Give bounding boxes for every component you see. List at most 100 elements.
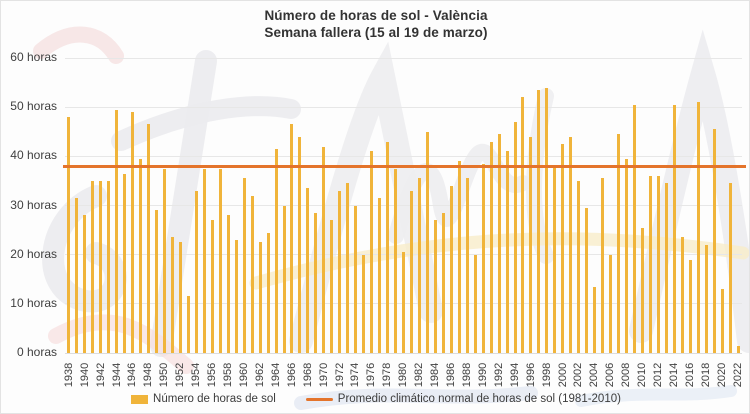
bar-1943 <box>107 180 111 353</box>
gridline <box>65 155 742 157</box>
bar-1938 <box>67 117 71 353</box>
bar-1973 <box>346 183 350 353</box>
bar-1981 <box>409 190 413 353</box>
bar-2016 <box>688 259 692 353</box>
gridline <box>65 57 742 59</box>
y-tick-label: 10 horas <box>10 295 57 310</box>
bar-1959 <box>234 239 238 353</box>
gridline <box>65 205 742 206</box>
bar-1985 <box>441 212 445 353</box>
bar-2004 <box>593 286 597 353</box>
bar-1974 <box>354 205 358 353</box>
bar-1996 <box>529 136 533 353</box>
bar-1993 <box>505 151 509 353</box>
bar-1954 <box>194 190 198 353</box>
bar-1987 <box>457 161 461 353</box>
bar-1940 <box>83 215 87 353</box>
y-tick-label: 60 horas <box>10 50 57 64</box>
bar-1950 <box>163 168 167 353</box>
bar-2013 <box>664 183 668 353</box>
bar-2021 <box>728 183 732 353</box>
bar-1960 <box>242 178 246 353</box>
bar-1997 <box>537 89 541 353</box>
bar-1941 <box>91 180 95 353</box>
bar-1966 <box>290 124 294 353</box>
bar-2019 <box>712 129 716 353</box>
bar-1952 <box>178 242 182 353</box>
bar-1979 <box>394 168 398 353</box>
chart-subtitle: Semana fallera (15 al 19 de marzo) <box>264 25 488 40</box>
bar-1969 <box>314 212 318 353</box>
legend-item-bars: Número de horas de sol <box>131 393 276 405</box>
bar-2003 <box>585 207 589 353</box>
bar-2022 <box>736 345 740 353</box>
bar-2002 <box>577 180 581 353</box>
bar-1988 <box>465 178 469 353</box>
bar-2009 <box>632 104 636 353</box>
bar-2014 <box>672 104 676 353</box>
bar-1980 <box>402 252 405 353</box>
bar-1949 <box>155 210 159 353</box>
bar-1989 <box>473 254 477 353</box>
bar-1982 <box>417 178 421 353</box>
plot-area <box>63 57 746 354</box>
bar-1944 <box>115 109 119 353</box>
bar-2020 <box>720 289 724 353</box>
x-tick-text: 2022 <box>732 362 745 388</box>
bar-2005 <box>601 178 605 353</box>
bar-2018 <box>704 244 708 353</box>
bar-1976 <box>370 151 374 353</box>
bar-1939 <box>75 198 79 353</box>
average-line-swatch <box>305 397 333 401</box>
bar-1995 <box>521 97 525 353</box>
bar-2011 <box>648 176 652 353</box>
bar-1998 <box>545 87 549 353</box>
bar-1955 <box>202 168 206 353</box>
bar-1963 <box>266 232 270 353</box>
y-tick-label: 30 horas <box>10 197 57 212</box>
bar-1991 <box>489 141 493 353</box>
bar-1970 <box>322 146 326 353</box>
bar-1972 <box>338 190 342 353</box>
bar-2010 <box>640 227 644 353</box>
bar-1978 <box>386 141 390 353</box>
bar-series-label: Número de horas de sol <box>153 393 276 405</box>
bar-1965 <box>282 205 286 353</box>
bar-2001 <box>569 136 573 353</box>
legend-item-average-line: Promedio climático normal de horas de so… <box>305 393 621 405</box>
bar-2000 <box>561 144 565 353</box>
y-tick-label: 40 horas <box>10 148 57 163</box>
average-line <box>63 164 746 168</box>
bar-1984 <box>433 220 437 353</box>
y-tick-label: 50 horas <box>10 99 57 114</box>
gridline <box>65 106 742 108</box>
bar-2012 <box>656 176 660 353</box>
bar-2015 <box>680 237 684 353</box>
average-line-label: Promedio climático normal de horas de so… <box>337 393 621 405</box>
bar-1953 <box>186 296 190 353</box>
chart-title-block: Número de horas de sol - València Semana… <box>1 7 749 41</box>
bar-1948 <box>147 124 151 353</box>
bar-1975 <box>362 254 366 353</box>
bar-1956 <box>210 220 214 353</box>
y-tick-label: 0 horas <box>16 345 57 359</box>
bar-1967 <box>298 136 302 353</box>
bar-1968 <box>306 188 310 353</box>
y-tick-label: 20 horas <box>10 246 57 261</box>
gridline <box>65 352 742 354</box>
bar-2017 <box>696 102 700 353</box>
bar-2008 <box>625 158 628 353</box>
bar-series-swatch <box>131 394 149 404</box>
bar-1999 <box>553 166 557 353</box>
bar-1971 <box>330 220 334 353</box>
bar-1951 <box>171 237 175 353</box>
bar-1962 <box>258 242 262 353</box>
legend: Número de horas de sol Promedio climátic… <box>1 393 749 405</box>
bar-1994 <box>513 121 517 353</box>
chart-title: Número de horas de sol - València <box>264 8 488 23</box>
bar-1958 <box>226 215 230 353</box>
bar-1977 <box>378 198 382 353</box>
bar-1990 <box>481 163 485 353</box>
bar-1947 <box>139 158 143 353</box>
